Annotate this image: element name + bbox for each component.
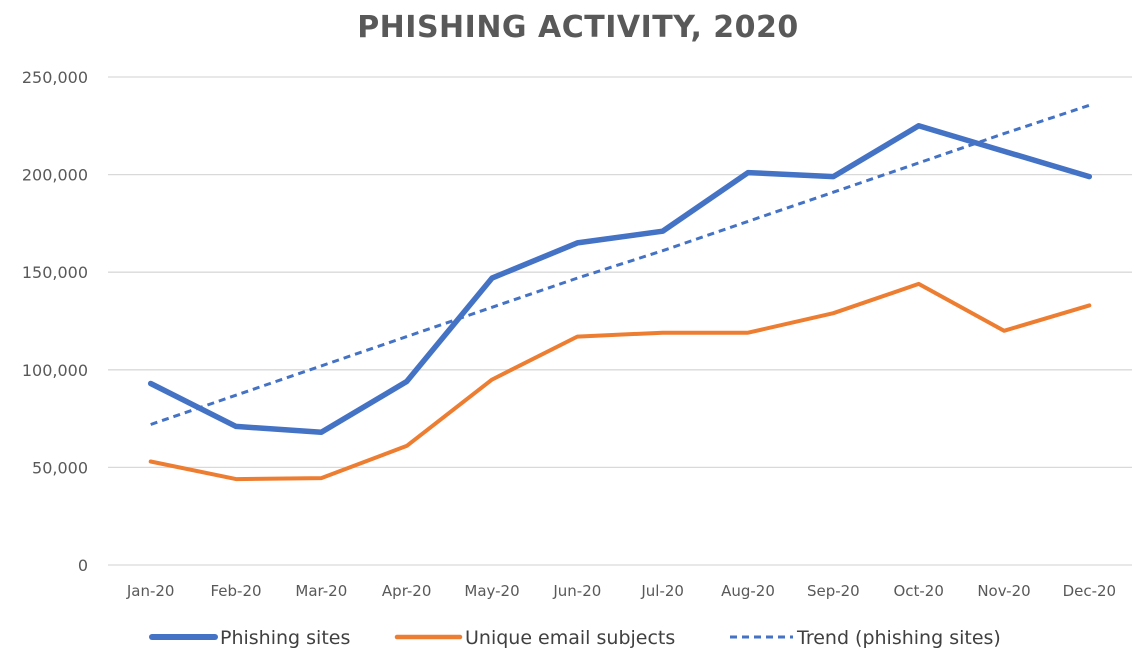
series-line-2 (150, 103, 1090, 426)
x-tick-label: Dec-20 (1063, 582, 1117, 600)
x-tick-label: Oct-20 (893, 582, 943, 600)
x-tick-label: Aug-20 (721, 582, 775, 600)
x-tick-label: Jun-20 (552, 582, 601, 600)
legend: Phishing sites Unique email subjects Trend… (149, 627, 1001, 649)
y-axis-ticks: 0 50,000 100,000 150,000 200,000 250,000 (22, 68, 88, 575)
series-line-1 (148, 281, 1092, 482)
x-tick-label: Feb-20 (210, 582, 261, 600)
x-tick-label: May-20 (464, 582, 519, 600)
chart-title: PHISHING ACTIVITY, 2020 (357, 10, 799, 45)
series-line-0 (147, 123, 1093, 436)
legend-label: Trend (phishing sites) (796, 627, 1001, 649)
y-tick-label: 100,000 (22, 361, 88, 380)
legend-label: Phishing sites (220, 627, 350, 649)
x-axis-ticks: Jan-20 Feb-20 Mar-20 Apr-20 May-20 Jun-20 Jul-… (126, 582, 1116, 600)
x-tick-label: Jan-20 (126, 582, 175, 600)
y-tick-label: 0 (78, 556, 88, 575)
series-lines (147, 103, 1093, 482)
x-tick-label: Nov-20 (977, 582, 1030, 600)
x-tick-label: Sep-20 (807, 582, 860, 600)
x-tick-label: Mar-20 (295, 582, 347, 600)
x-tick-label: Jul-20 (640, 582, 684, 600)
legend-label: Unique email subjects (465, 627, 675, 649)
x-tick-label: Apr-20 (382, 582, 432, 600)
y-tick-label: 200,000 (22, 166, 88, 185)
y-tick-label: 50,000 (32, 458, 88, 477)
y-tick-label: 150,000 (22, 263, 88, 282)
y-tick-label: 250,000 (22, 68, 88, 87)
grid-lines (108, 76, 1132, 566)
